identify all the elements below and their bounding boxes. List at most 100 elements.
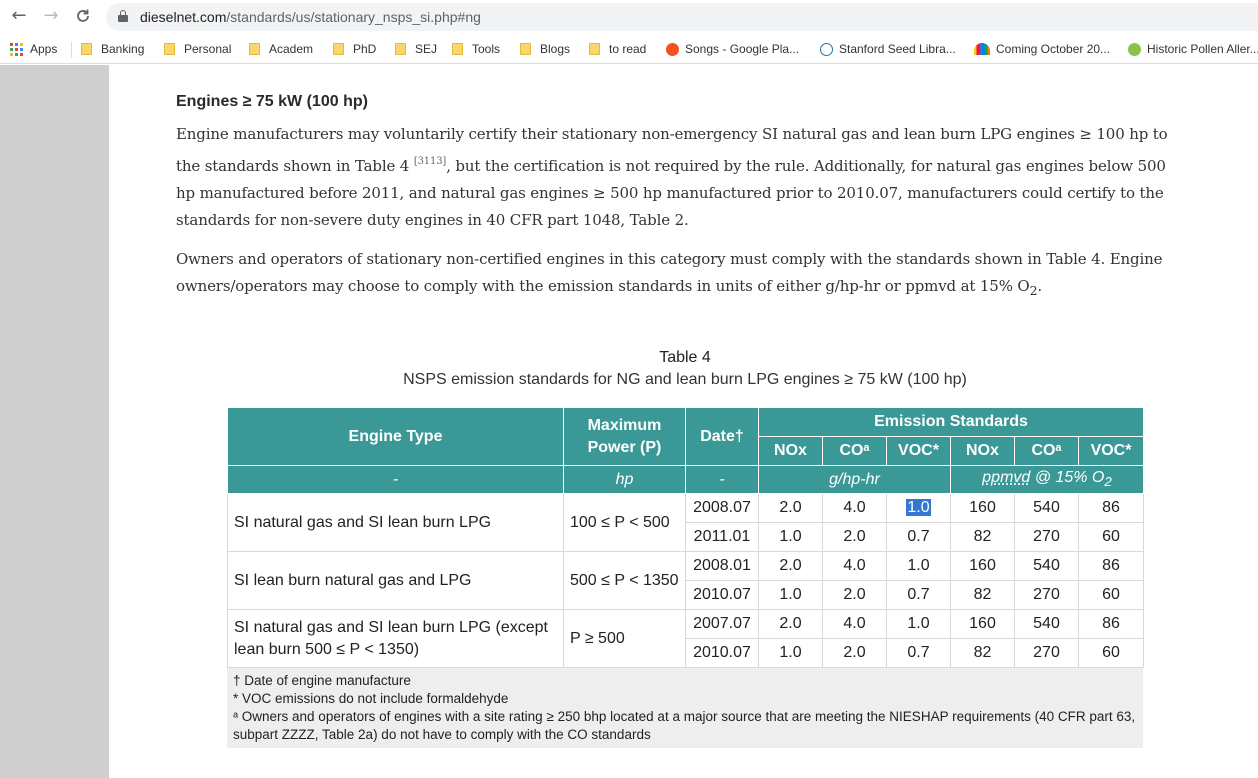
nox-mass-cell: 1.0 (758, 580, 823, 610)
bookmark-label: Stanford Seed Libra... (839, 42, 956, 56)
voc-mass-cell: 0.7 (886, 580, 951, 610)
paragraph-certification: Engine manufacturers may voluntarily cer… (176, 121, 1181, 234)
ppmvd-abbreviation[interactable]: ppmvd (982, 469, 1031, 487)
bookmark-label: Tools (472, 42, 501, 56)
forward-arrow-icon[interactable]: → (43, 5, 59, 26)
co-ppm-cell: 540 (1014, 493, 1079, 523)
header-voc: VOC* (1077, 436, 1145, 466)
header-nox: NOx (758, 436, 823, 466)
voc-mass-cell: 0.7 (886, 522, 951, 552)
nox-mass-cell: 1.0 (758, 638, 823, 668)
power-cell: 500 ≤ P < 1350 (563, 551, 686, 610)
co-mass-cell: 2.0 (822, 522, 887, 552)
unit-power: hp (563, 465, 686, 494)
table-row: 2011.01 1.0 2.0 0.7 82 270 60 (228, 522, 1145, 552)
bookmark-stanford-seed-library[interactable]: Stanford Seed Libra... (820, 39, 956, 59)
nox-ppm-cell: 82 (950, 580, 1015, 610)
nox-mass-cell: 2.0 (758, 609, 823, 639)
bookmark-tools[interactable]: Tools (452, 39, 500, 59)
note-voc: * VOC emissions do not include formaldeh… (233, 691, 509, 706)
browser-toolbar: ← → dieselnet.com/standards/us/stationar… (0, 0, 1258, 34)
date-cell: 2011.01 (685, 522, 759, 552)
unit-mass: g/hp-hr (758, 465, 951, 494)
address-bar[interactable]: dieselnet.com/standards/us/stationary_ns… (106, 3, 1258, 31)
table-row: 2010.07 1.0 2.0 0.7 82 270 60 (228, 580, 1145, 610)
folder-icon (589, 43, 600, 55)
table-row: SI lean burn natural gas and LPG 500 ≤ P… (227, 551, 1145, 610)
nox-ppm-cell: 160 (950, 551, 1015, 581)
nox-mass-cell: 2.0 (758, 551, 823, 581)
co-mass-cell: 2.0 (822, 580, 887, 610)
bookmarks-divider (71, 42, 72, 58)
table-row: 2010.07 1.0 2.0 0.7 82 270 60 (228, 638, 1145, 668)
bookmark-banking[interactable]: Banking (81, 39, 144, 59)
header-co: COᵃ (822, 436, 887, 466)
lock-icon (118, 10, 128, 22)
bookmark-sej[interactable]: SEJ (395, 39, 437, 59)
nox-mass-cell: 1.0 (758, 522, 823, 552)
co-ppm-cell: 540 (1014, 609, 1079, 639)
table-subtitle: NSPS emission standards for NG and lean … (403, 371, 967, 388)
bookmark-personal[interactable]: Personal (164, 39, 231, 59)
bookmark-blogs[interactable]: Blogs (520, 39, 570, 59)
pollen-icon (1128, 42, 1141, 56)
paragraph-text: Owners and operators of stationary non-c… (176, 250, 1163, 295)
bookmark-label: Personal (184, 42, 232, 56)
voc-mass-cell: 0.7 (886, 638, 951, 668)
bookmark-apps[interactable]: Apps (10, 39, 57, 59)
nox-ppm-cell: 160 (950, 609, 1015, 639)
co-mass-cell: 2.0 (822, 638, 887, 668)
engine-type-cell: SI lean burn natural gas and LPG (227, 551, 564, 610)
paragraph-text: . (1037, 277, 1043, 295)
table-title: Table 4 (659, 349, 711, 366)
table-row: SI natural gas and SI lean burn LPG 100 … (227, 493, 1145, 552)
bookmark-academ[interactable]: Academ (249, 39, 313, 59)
paragraph-text: Engine manufacturers may voluntarily cer… (176, 125, 1168, 175)
voc-mass-cell: 1.0 (886, 493, 951, 523)
unit-ppm: ppmvd @ 15% O2 (949, 465, 1145, 494)
url-path: /standards/us/stationary_nsps_si.php#ng (226, 9, 481, 25)
bookmark-label: Banking (101, 42, 145, 56)
header-max-power: Maximum Power (P) (563, 407, 686, 466)
co-mass-cell: 4.0 (822, 551, 887, 581)
header-emission-standards: Emission Standards (757, 407, 1145, 437)
reload-icon[interactable] (72, 5, 94, 27)
bookmark-phd[interactable]: PhD (333, 39, 376, 59)
page-left-margin (0, 65, 109, 778)
co-mass-cell: 4.0 (822, 493, 887, 523)
folder-icon (452, 43, 463, 55)
bookmark-coming-october[interactable]: Coming October 20... (974, 39, 1110, 59)
subscript: 2 (1104, 474, 1112, 490)
voc-mass-cell: 1.0 (886, 609, 951, 639)
date-cell: 2008.01 (685, 551, 759, 581)
date-cell: 2007.07 (685, 609, 759, 639)
bookmark-label: Coming October 20... (996, 42, 1111, 56)
section-heading: Engines ≥ 75 kW (100 hp) (176, 93, 368, 110)
nox-mass-cell: 2.0 (758, 493, 823, 523)
nox-ppm-cell: 160 (950, 493, 1015, 523)
date-cell: 2010.07 (685, 638, 759, 668)
unit-engine-type: - (227, 465, 564, 494)
google-play-music-icon (666, 42, 679, 56)
bookmark-to-read[interactable]: to read (589, 39, 646, 59)
wordpress-icon (820, 42, 833, 56)
url-domain: dieselnet.com (140, 9, 227, 25)
engine-type-cell: SI natural gas and SI lean burn LPG (227, 493, 564, 552)
bookmark-songs[interactable]: Songs - Google Pla... (666, 39, 799, 59)
reference-link[interactable]: [3113] (413, 156, 447, 167)
co-mass-cell: 4.0 (822, 609, 887, 639)
bookmarks-bar: Apps Banking Personal Academ PhD SEJ Too… (0, 34, 1258, 64)
date-cell: 2008.07 (685, 493, 759, 523)
bookmark-label: Academ (269, 42, 314, 56)
url-text[interactable]: dieselnet.com/standards/us/stationary_ns… (140, 8, 481, 26)
unit-text: @ 15% O (1030, 469, 1105, 487)
subscript: 2 (1029, 283, 1038, 298)
bookmark-label: to read (609, 42, 647, 56)
folder-icon (249, 43, 260, 55)
voc-ppm-cell: 86 (1077, 551, 1145, 581)
paragraph-text: , but the certification is not required … (176, 157, 1166, 229)
bookmark-historic-pollen[interactable]: Historic Pollen Aller... (1128, 39, 1258, 59)
back-arrow-icon[interactable]: ← (11, 5, 27, 26)
table-row: SI natural gas and SI lean burn LPG (exc… (227, 609, 1145, 668)
folder-icon (333, 43, 344, 55)
